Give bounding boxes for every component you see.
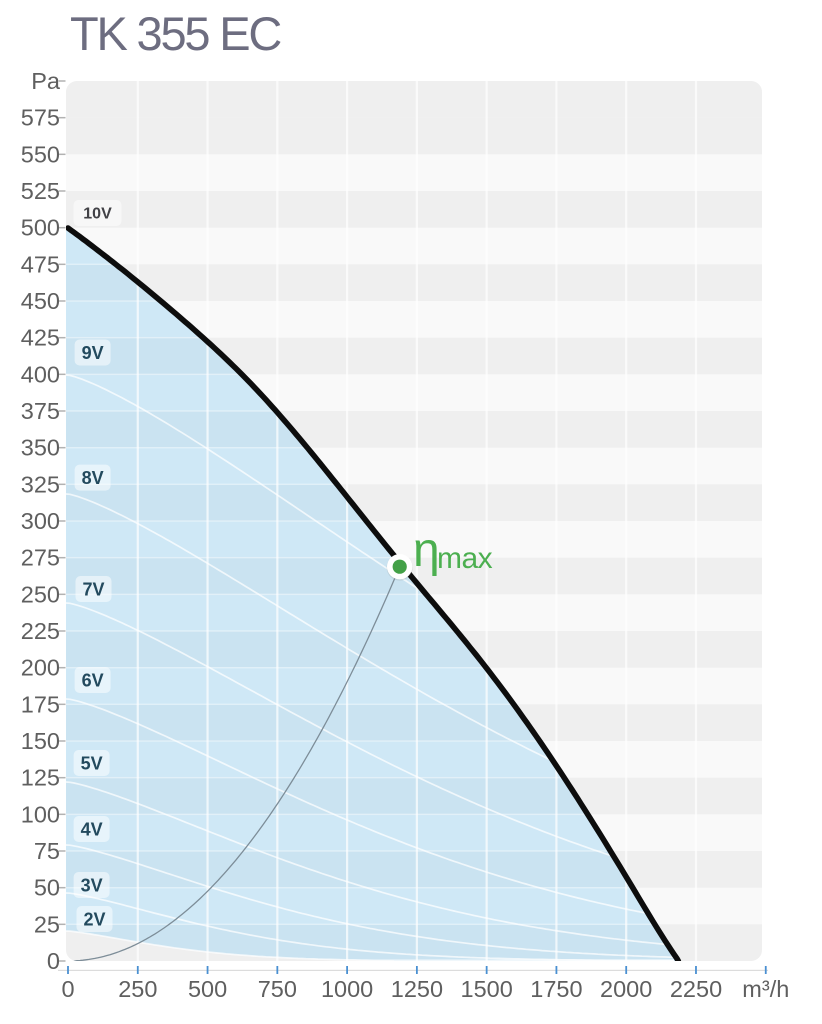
svg-text:375: 375 <box>21 398 60 424</box>
svg-text:m³/h: m³/h <box>742 976 789 1002</box>
svg-text:250: 250 <box>21 581 60 607</box>
svg-text:0: 0 <box>47 948 60 974</box>
svg-text:475: 475 <box>21 251 60 277</box>
svg-text:75: 75 <box>34 838 60 864</box>
svg-text:4V: 4V <box>81 819 103 839</box>
svg-text:8V: 8V <box>82 468 104 488</box>
svg-text:2250: 2250 <box>670 976 722 1002</box>
svg-text:275: 275 <box>21 545 60 571</box>
svg-text:750: 750 <box>258 976 297 1002</box>
svg-text:5V: 5V <box>81 753 103 773</box>
svg-text:300: 300 <box>21 508 60 534</box>
svg-text:350: 350 <box>21 435 60 461</box>
svg-text:max: max <box>437 542 493 575</box>
svg-text:500: 500 <box>188 976 227 1002</box>
svg-text:2000: 2000 <box>600 976 652 1002</box>
svg-text:η: η <box>413 524 440 577</box>
svg-text:3V: 3V <box>81 875 103 895</box>
svg-text:550: 550 <box>21 141 60 167</box>
svg-text:1250: 1250 <box>391 976 443 1002</box>
svg-text:100: 100 <box>21 801 60 827</box>
svg-text:525: 525 <box>21 178 60 204</box>
svg-text:175: 175 <box>21 691 60 717</box>
svg-text:9V: 9V <box>82 343 104 363</box>
svg-text:1500: 1500 <box>461 976 513 1002</box>
svg-text:325: 325 <box>21 471 60 497</box>
svg-text:50: 50 <box>34 875 60 901</box>
svg-text:25: 25 <box>34 911 60 937</box>
svg-text:450: 450 <box>21 288 60 314</box>
svg-text:250: 250 <box>118 976 157 1002</box>
svg-text:125: 125 <box>21 765 60 791</box>
svg-text:150: 150 <box>21 728 60 754</box>
svg-text:2V: 2V <box>83 909 105 929</box>
svg-text:1750: 1750 <box>530 976 582 1002</box>
svg-text:400: 400 <box>21 361 60 387</box>
svg-text:0: 0 <box>61 976 74 1002</box>
svg-text:Pa: Pa <box>31 68 61 94</box>
svg-text:1000: 1000 <box>321 976 373 1002</box>
svg-text:575: 575 <box>21 105 60 131</box>
svg-text:6V: 6V <box>82 670 104 690</box>
svg-text:200: 200 <box>21 655 60 681</box>
svg-text:10V: 10V <box>83 206 112 223</box>
svg-text:425: 425 <box>21 325 60 351</box>
svg-text:500: 500 <box>21 215 60 241</box>
svg-text:225: 225 <box>21 618 60 644</box>
svg-text:7V: 7V <box>82 579 104 599</box>
